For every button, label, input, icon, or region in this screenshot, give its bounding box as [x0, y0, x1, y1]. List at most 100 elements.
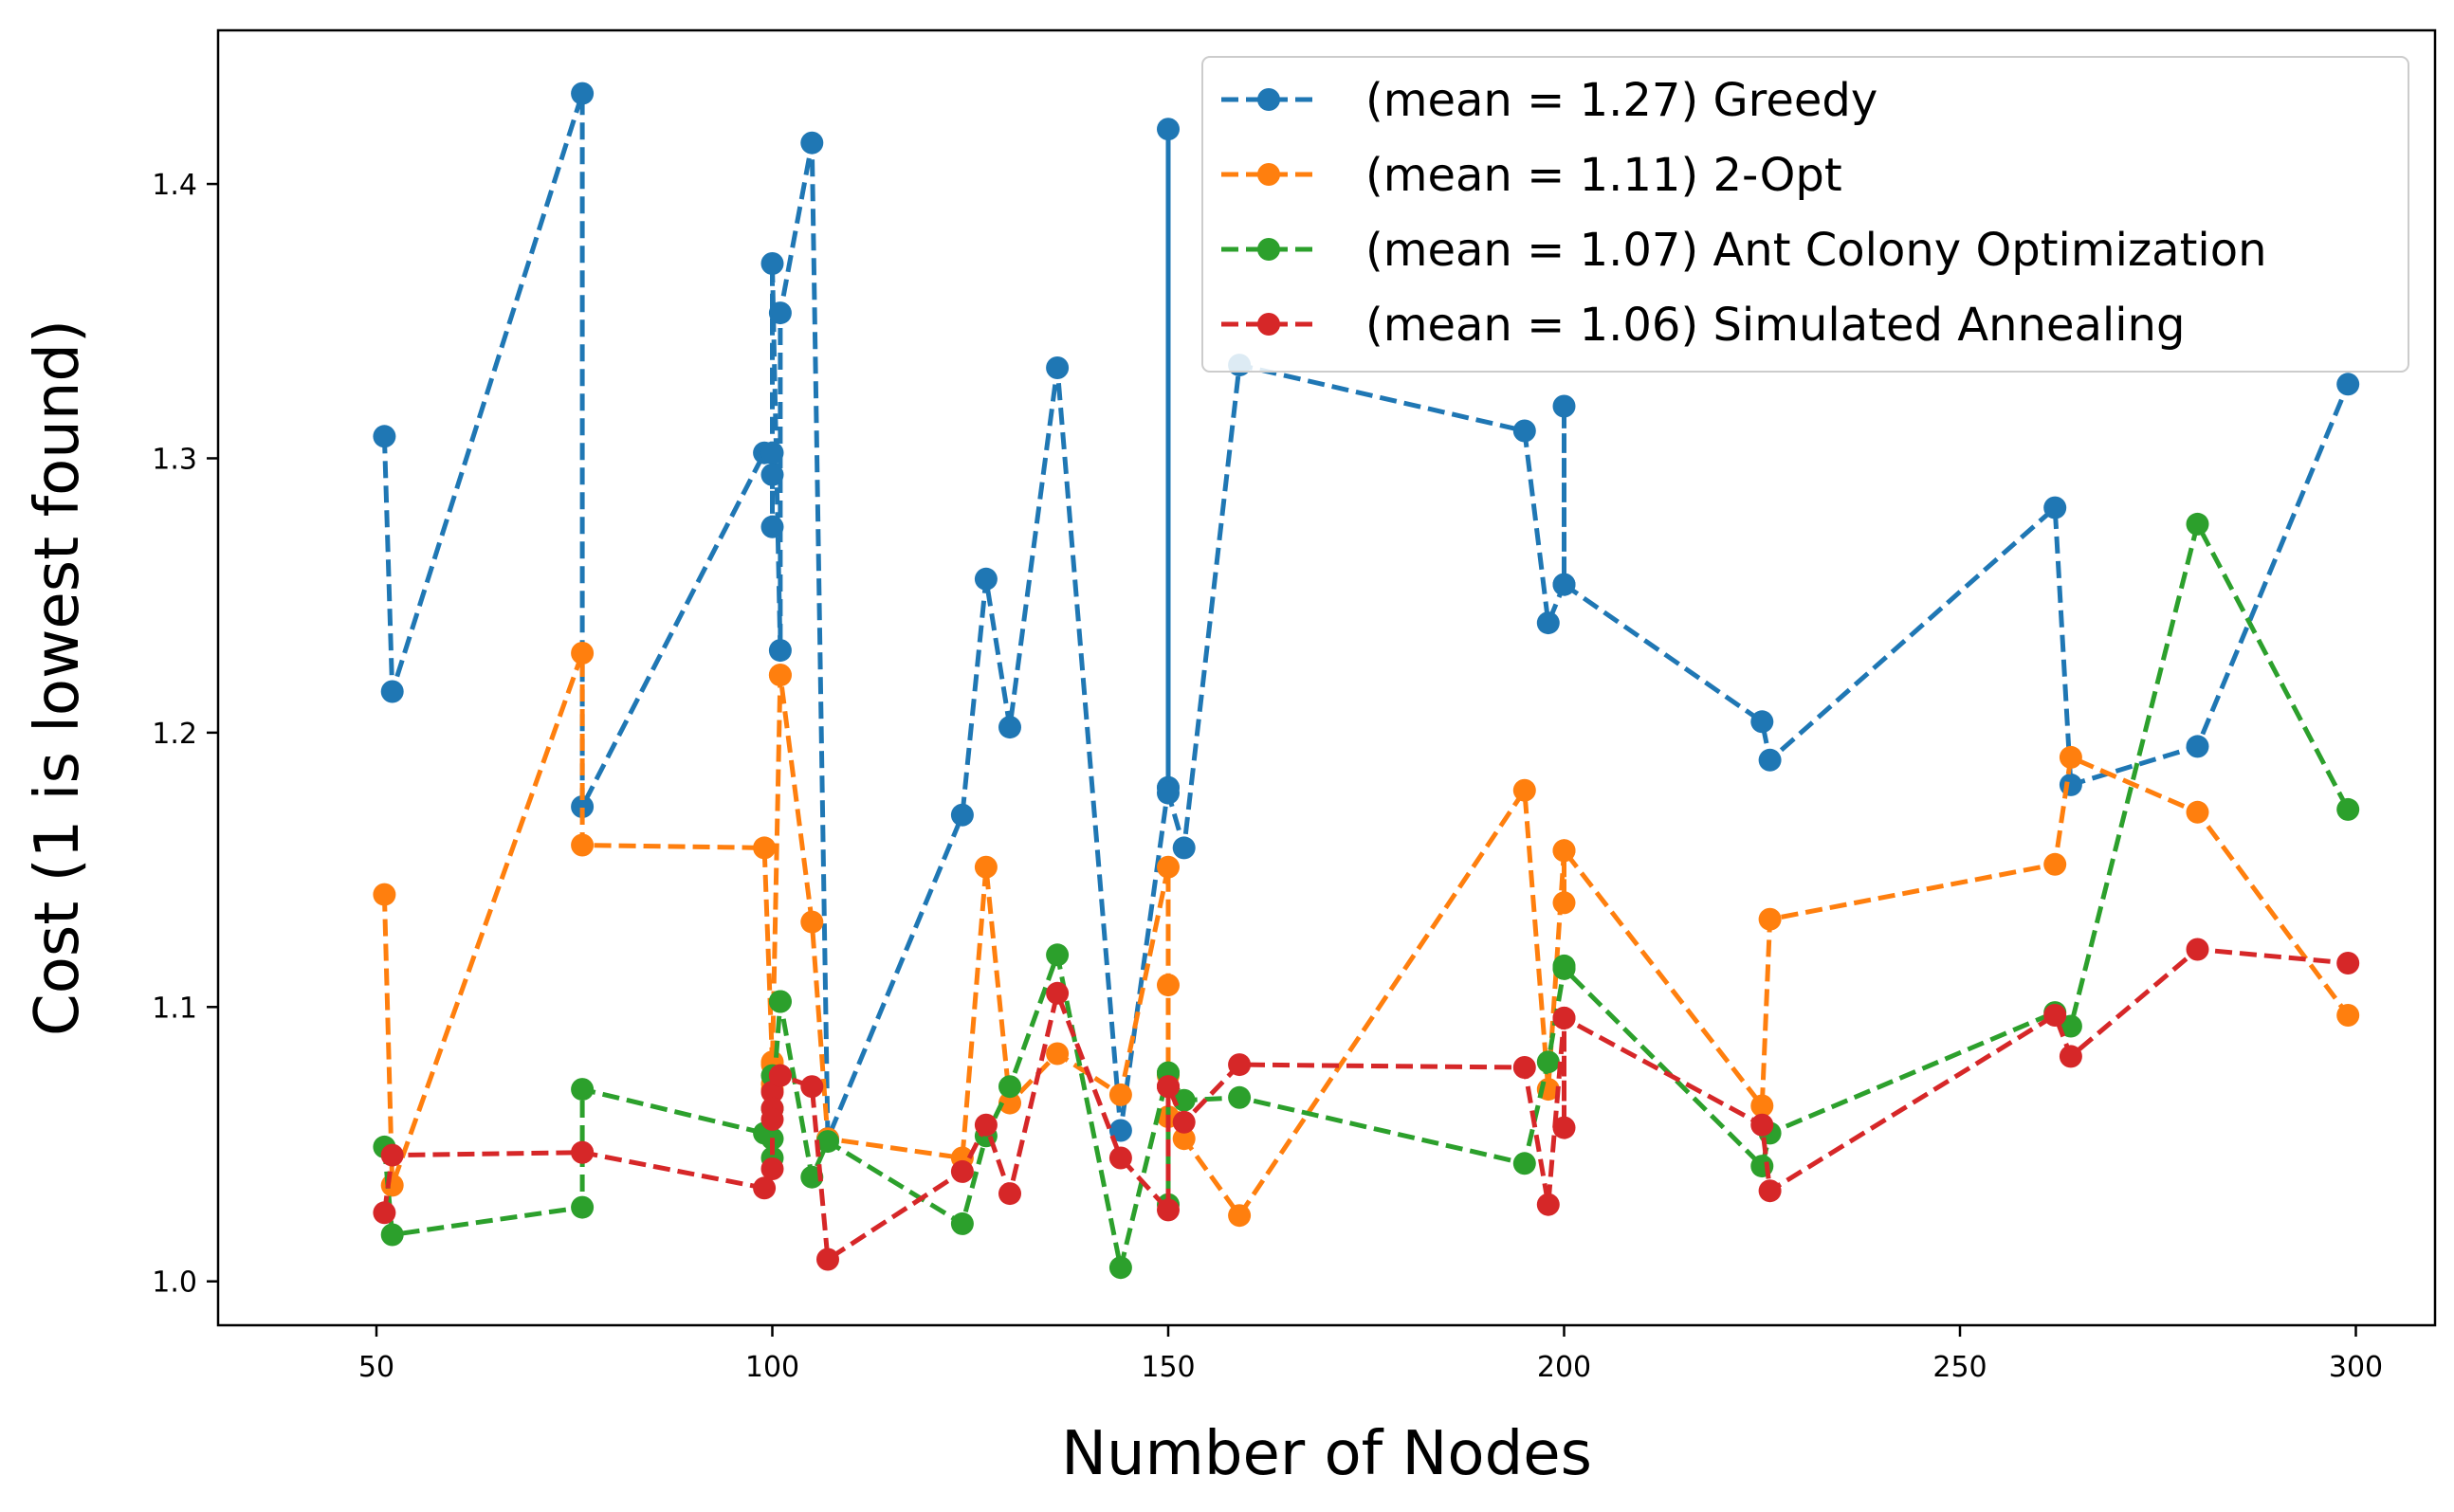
- data-point: [1108, 1083, 1132, 1106]
- data-point: [571, 1078, 595, 1102]
- data-point: [998, 1182, 1021, 1206]
- data-point: [380, 1223, 404, 1247]
- data-point: [1552, 573, 1576, 596]
- data-point: [1157, 781, 1180, 805]
- data-point: [373, 1201, 396, 1225]
- data-point: [1228, 1053, 1252, 1077]
- data-point: [768, 301, 792, 325]
- data-point: [2059, 745, 2082, 769]
- data-point: [768, 639, 792, 663]
- x-tick-label: 100: [745, 1351, 799, 1384]
- data-point: [2186, 800, 2209, 824]
- data-point: [760, 441, 784, 465]
- data-point: [1758, 1179, 1782, 1203]
- data-point: [2186, 512, 2209, 536]
- data-point: [1536, 1050, 1560, 1074]
- data-point: [768, 664, 792, 687]
- data-point: [1157, 1075, 1180, 1099]
- data-point: [1552, 1116, 1576, 1139]
- data-point: [2336, 373, 2360, 396]
- data-point: [1172, 1110, 1196, 1134]
- data-point: [2043, 852, 2067, 876]
- data-point: [1552, 839, 1576, 863]
- legend-label: (mean = 1.07) Ant Colony Optimization: [1365, 224, 2267, 277]
- data-point: [380, 1174, 404, 1197]
- data-point: [380, 1143, 404, 1167]
- data-point: [998, 1075, 1021, 1099]
- x-tick-label: 150: [1141, 1351, 1195, 1384]
- data-point: [760, 515, 784, 538]
- legend-marker: [1257, 163, 1280, 186]
- data-point: [1552, 1006, 1576, 1029]
- plot-area: [216, 28, 2437, 1327]
- data-point: [2059, 773, 2082, 796]
- data-point: [2186, 938, 2209, 961]
- series-0: [373, 82, 2360, 1151]
- data-point: [760, 463, 784, 486]
- data-point: [1750, 1113, 1774, 1137]
- data-point: [373, 425, 396, 448]
- data-point: [1512, 419, 1536, 443]
- data-point: [571, 833, 595, 857]
- legend-label: (mean = 1.11) 2-Opt: [1365, 149, 1842, 202]
- y-tick-label: 1.1: [152, 992, 197, 1025]
- x-axis: 50 100 150 200 250 300: [358, 1325, 2383, 1384]
- data-point: [1046, 1042, 1070, 1066]
- y-tick-label: 1.3: [152, 443, 197, 476]
- data-point: [1758, 748, 1782, 772]
- data-point: [571, 82, 595, 105]
- data-point: [571, 1195, 595, 1219]
- data-point: [1157, 1198, 1180, 1222]
- data-point: [974, 855, 998, 879]
- data-point: [571, 642, 595, 665]
- data-point: [1172, 1088, 1196, 1112]
- data-point: [760, 1107, 784, 1131]
- data-point: [753, 1176, 777, 1200]
- data-point: [571, 1140, 595, 1164]
- data-point: [950, 1211, 974, 1235]
- series-layer: [373, 82, 2360, 1280]
- x-tick-label: 200: [1537, 1351, 1591, 1384]
- data-point: [1108, 1146, 1132, 1170]
- data-point: [1750, 1094, 1774, 1118]
- data-point: [1552, 956, 1576, 980]
- data-point: [1512, 1152, 1536, 1175]
- x-tick-label: 50: [358, 1351, 394, 1384]
- legend-label: (mean = 1.06) Simulated Annealing: [1365, 299, 2185, 352]
- data-point: [998, 1091, 1021, 1115]
- data-point: [2186, 735, 2209, 758]
- axes-frame: [216, 28, 2437, 1327]
- data-point: [760, 252, 784, 275]
- data-point: [1228, 1085, 1252, 1109]
- y-axis-title: Cost (1 is lowest found): [23, 319, 93, 1036]
- data-point: [760, 1157, 784, 1180]
- data-point: [768, 1064, 792, 1087]
- data-point: [1552, 394, 1576, 418]
- data-point: [2059, 1045, 2082, 1068]
- data-point: [1108, 1119, 1132, 1142]
- y-axis: 1.0 1.1 1.2 1.3 1.4: [152, 169, 218, 1300]
- data-point: [768, 990, 792, 1013]
- data-point: [950, 1159, 974, 1183]
- data-point: [974, 567, 998, 591]
- data-point: [753, 836, 777, 860]
- legend-marker: [1257, 313, 1280, 336]
- data-point: [1046, 356, 1070, 379]
- data-point: [998, 716, 1021, 739]
- data-point: [816, 1248, 839, 1271]
- data-point: [571, 795, 595, 818]
- legend-item: (mean = 1.11) 2-Opt: [1221, 149, 1842, 202]
- data-point: [1046, 981, 1070, 1005]
- data-point: [2059, 1014, 2082, 1038]
- data-point: [2336, 952, 2360, 975]
- legend: (mean = 1.27) Greedy (mean = 1.11) 2-Opt (…: [1201, 56, 2409, 373]
- data-point: [1536, 1193, 1560, 1216]
- legend-box: [1201, 56, 2409, 373]
- data-point: [1758, 907, 1782, 931]
- data-point: [1172, 1127, 1196, 1151]
- x-tick-label: 300: [2329, 1351, 2383, 1384]
- y-tick-label: 1.0: [152, 1266, 197, 1300]
- data-point: [1552, 891, 1576, 915]
- data-point: [1228, 1204, 1252, 1228]
- data-point: [2043, 496, 2067, 519]
